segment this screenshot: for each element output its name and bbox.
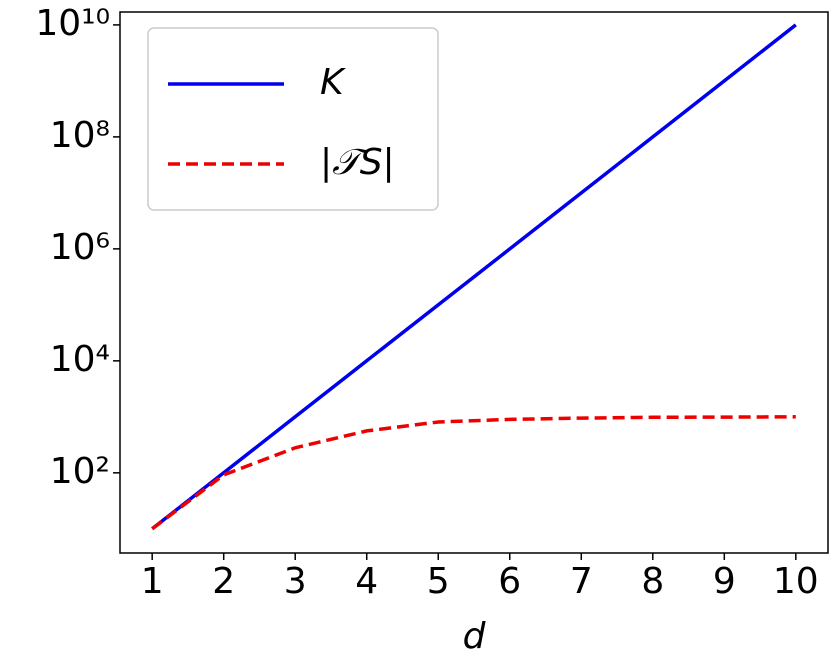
x-tick-label: 2 — [212, 561, 235, 602]
x-tick-label: 1 — [141, 561, 164, 602]
x-tick-label: 9 — [713, 561, 736, 602]
y-tick-label: 10⁸ — [50, 115, 110, 156]
line — [151, 415, 796, 531]
y-tick-label: 10⁶ — [50, 227, 110, 268]
legend-box — [147, 27, 439, 211]
x-tick-label: 8 — [641, 561, 664, 602]
x-tick-label: 7 — [570, 561, 593, 602]
legend-label: |𝒯S| — [320, 142, 395, 183]
x-tick-label: 10 — [773, 561, 819, 602]
y-tick-label: 10⁴ — [50, 339, 110, 380]
y-tick-label: 10¹⁰ — [35, 3, 110, 44]
plot-frame — [119, 11, 829, 554]
y-tick-label: 10² — [50, 451, 110, 492]
x-tick-label: 5 — [427, 561, 450, 602]
x-tick-label: 6 — [498, 561, 521, 602]
x-axis-label: d — [463, 616, 487, 657]
line — [151, 23, 797, 531]
legend-label: K — [320, 62, 346, 103]
x-tick-label: 4 — [355, 561, 378, 602]
x-tick-label: 3 — [284, 561, 307, 602]
